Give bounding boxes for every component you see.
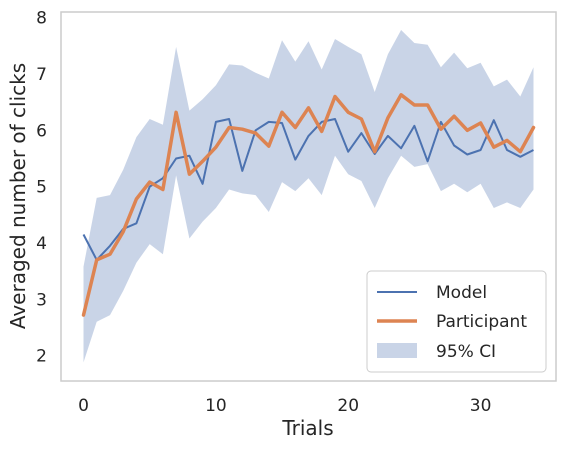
y-axis-title: Averaged number of clicks xyxy=(6,63,30,329)
series-line-layer xyxy=(81,93,536,317)
y-tick-label: 5 xyxy=(36,178,47,198)
y-tick-label: 6 xyxy=(36,121,47,141)
y-tick-label: 3 xyxy=(36,290,47,310)
x-tick-labels: 0 10 20 30 xyxy=(78,396,491,416)
ci-band-layer xyxy=(83,30,534,363)
legend-label-ci: 95% CI xyxy=(436,342,496,362)
series-line-model xyxy=(82,118,534,261)
y-tick-label: 8 xyxy=(36,9,47,29)
legend: Model Participant 95% CI xyxy=(366,270,547,373)
series-line-participant xyxy=(81,93,536,317)
y-tick-labels: 2 3 4 5 6 7 8 xyxy=(36,9,47,367)
x-tick-label: 10 xyxy=(205,396,227,416)
legend-label-model: Model xyxy=(436,283,487,303)
x-tick-label: 0 xyxy=(78,396,89,416)
plot-frame xyxy=(60,11,557,382)
y-tick-label: 7 xyxy=(36,65,47,85)
y-tick-label: 2 xyxy=(36,347,47,367)
legend-label-participant: Participant xyxy=(436,312,527,332)
x-axis-title: Trials xyxy=(281,416,333,440)
x-tick-label: 20 xyxy=(337,396,359,416)
y-tick-label: 4 xyxy=(36,234,47,254)
ci-band xyxy=(83,30,534,363)
x-tick-label: 30 xyxy=(470,396,492,416)
legend-swatch-ci xyxy=(377,343,417,358)
legend-box xyxy=(366,270,547,373)
